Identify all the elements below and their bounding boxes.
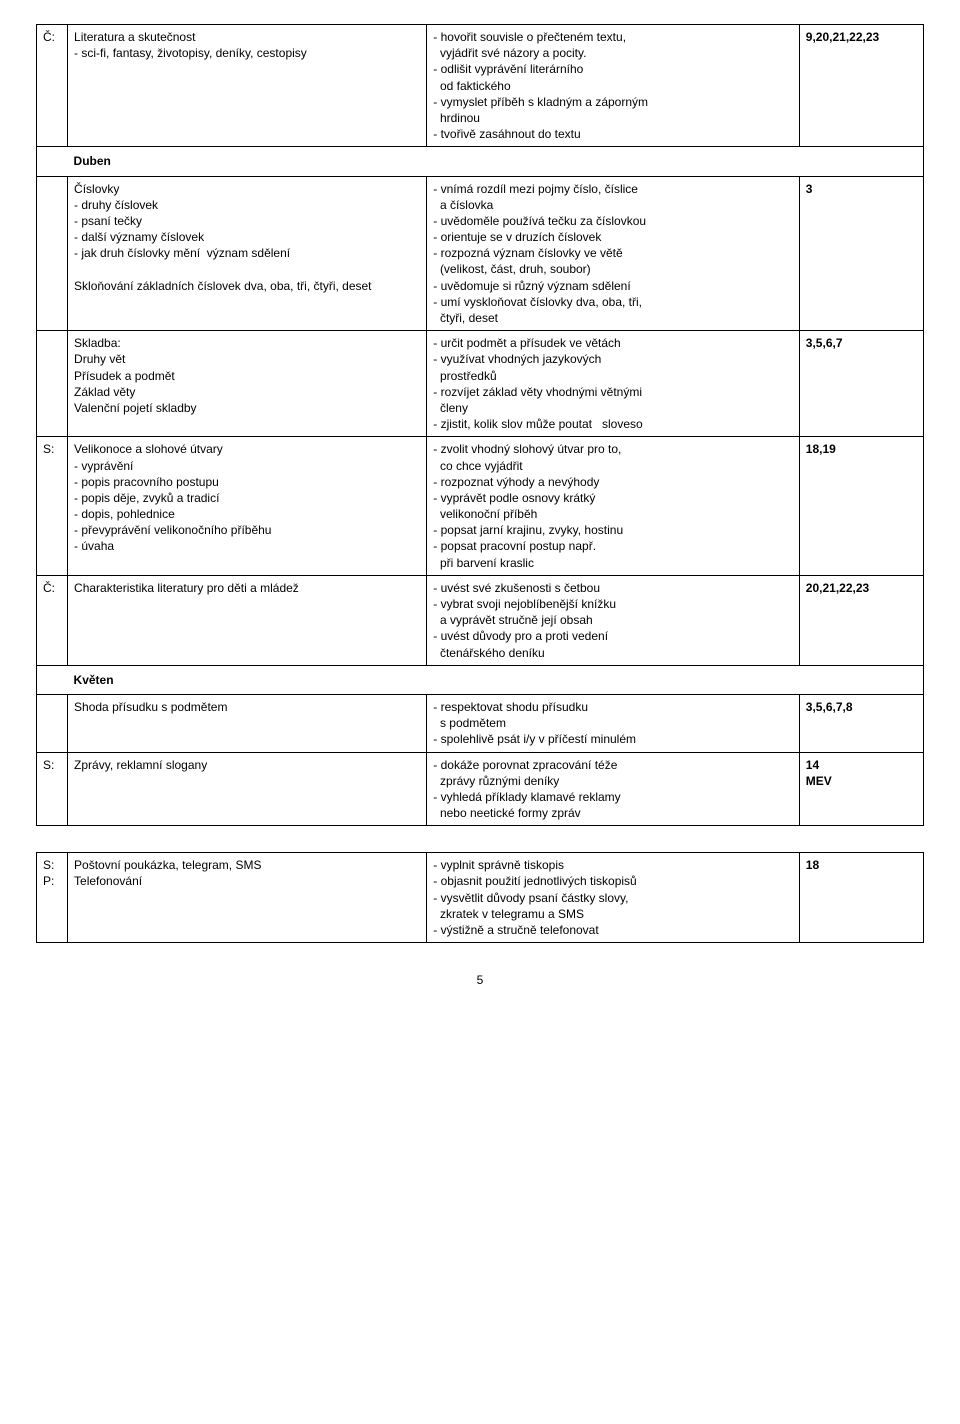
table-row: Skladba: Druhy vět Přísudek a podmět Zák… [37,331,924,437]
curriculum-table: Č: Literatura a skutečnost - sci-fi, fan… [36,24,924,826]
row-topic: Shoda přísudku s podmětem [68,694,427,752]
row-code: 18,19 [799,437,923,576]
row-code: 18 [799,853,923,943]
row-code: 3 [799,176,923,331]
row-code: 3,5,6,7,8 [799,694,923,752]
row-outcome: - respektovat shodu přísudku s podmětem … [427,694,800,752]
section-duben: Duben [37,147,924,176]
row-label [37,331,68,437]
row-outcome: - určit podmět a přísudek ve větách - vy… [427,331,800,437]
row-outcome: - vyplnit správně tiskopis - objasnit po… [427,853,800,943]
row-label: S: [37,752,68,826]
row-topic: Velikonoce a slohové útvary - vyprávění … [68,437,427,576]
table-row: Shoda přísudku s podmětem - respektovat … [37,694,924,752]
row-code: 20,21,22,23 [799,575,923,665]
table-row: Č: Charakteristika literatury pro děti a… [37,575,924,665]
row-code: 3,5,6,7 [799,331,923,437]
row-topic: Skladba: Druhy vět Přísudek a podmět Zák… [68,331,427,437]
row-topic: Poštovní poukázka, telegram, SMS Telefon… [68,853,427,943]
table-gap [36,826,924,852]
row-outcome: - dokáže porovnat zpracování téže zprávy… [427,752,800,826]
section-title: Květen [68,665,924,694]
row-label [37,176,68,331]
row-label: Č: [37,25,68,147]
table-row: S: Velikonoce a slohové útvary - vyprávě… [37,437,924,576]
section-label-cell [37,147,68,176]
table-row: S: Zprávy, reklamní slogany - dokáže por… [37,752,924,826]
row-outcome: - vnímá rozdíl mezi pojmy číslo, číslice… [427,176,800,331]
curriculum-table-2: S: P: Poštovní poukázka, telegram, SMS T… [36,852,924,943]
row-outcome: - zvolit vhodný slohový útvar pro to, co… [427,437,800,576]
section-label-cell [37,665,68,694]
row-code: 9,20,21,22,23 [799,25,923,147]
row-label: S: P: [37,853,68,943]
table-row: Č: Literatura a skutečnost - sci-fi, fan… [37,25,924,147]
row-topic: Literatura a skutečnost - sci-fi, fantas… [68,25,427,147]
row-label: Č: [37,575,68,665]
page-number: 5 [36,973,924,987]
row-topic: Číslovky - druhy číslovek - psaní tečky … [68,176,427,331]
section-kveten: Květen [37,665,924,694]
row-label: S: [37,437,68,576]
table-row: S: P: Poštovní poukázka, telegram, SMS T… [37,853,924,943]
section-title: Duben [68,147,924,176]
row-outcome: - hovořit souvisle o přečteném textu, vy… [427,25,800,147]
row-topic: Zprávy, reklamní slogany [68,752,427,826]
row-topic: Charakteristika literatury pro děti a ml… [68,575,427,665]
row-code: 14 MEV [799,752,923,826]
table-row: Číslovky - druhy číslovek - psaní tečky … [37,176,924,331]
row-outcome: - uvést své zkušenosti s četbou - vybrat… [427,575,800,665]
row-label [37,694,68,752]
